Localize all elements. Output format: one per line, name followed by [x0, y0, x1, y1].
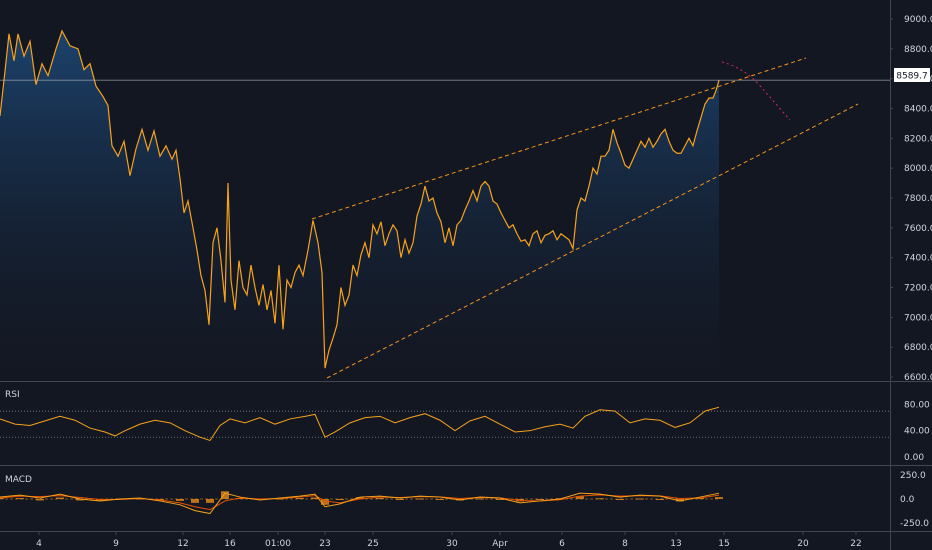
macd-histogram-bar: [536, 499, 544, 500]
macd-axis-label: 0.0: [900, 495, 915, 505]
macd-histogram-bar: [715, 497, 723, 499]
macd-histogram-bar: [56, 497, 64, 499]
time-axis-label: 15: [718, 539, 729, 549]
macd-histogram-bar: [576, 496, 584, 499]
price-axis-label: 6800.0: [904, 343, 932, 353]
price-axis-label: 9000.0: [904, 15, 932, 25]
macd-histogram-bar: [311, 497, 319, 499]
price-axis-label: 8800.0: [904, 45, 932, 55]
price-axis-label: 7400.0: [904, 254, 932, 264]
macd-histogram-bar: [206, 499, 214, 503]
time-axis-label: 20: [797, 539, 809, 549]
macd-axis-label: -250.0: [900, 519, 929, 529]
time-axis-label: 13: [670, 539, 681, 549]
rsi-axis-label: 0.00: [904, 453, 924, 463]
macd-histogram-bar: [76, 499, 84, 501]
macd-histogram-bar: [676, 499, 684, 502]
rsi-panel: [0, 406, 890, 442]
time-axis-label: 9: [113, 539, 119, 549]
time-axis-label: 23: [319, 539, 330, 549]
price-axis-label: 8000.0: [904, 164, 932, 174]
price-axis-label: 8400.0: [904, 104, 932, 114]
macd-histogram-bar: [396, 499, 404, 500]
macd-histogram-bar: [321, 499, 329, 505]
macd-line: [0, 492, 720, 515]
time-axis-label: 4: [36, 539, 42, 549]
macd-histogram-bar: [336, 499, 344, 500]
macd-axis-label: 250.0: [900, 471, 926, 481]
time-axis-label: 8: [622, 539, 628, 549]
macd-histogram-bar: [296, 498, 304, 500]
macd-histogram-bar: [496, 499, 504, 500]
channel-upper-line: [311, 57, 807, 220]
macd-histogram-bar: [596, 498, 604, 500]
rsi-label: RSI: [5, 390, 20, 400]
price-area-layer: [0, 29, 720, 381]
rsi-axis-label: 40.00: [904, 427, 930, 437]
macd-histogram-bar: [476, 498, 484, 500]
macd-histogram-bar: [656, 499, 664, 500]
current-price-tag: 8589.7: [894, 68, 930, 82]
macd-histogram-bar: [436, 499, 444, 500]
time-axis-label: 12: [177, 539, 188, 549]
time-axis-label: 16: [224, 539, 236, 549]
price-axis-label: 8200.0: [904, 134, 932, 144]
rsi-line: [0, 406, 720, 442]
time-axis-label: 6: [559, 539, 565, 549]
macd-histogram-bar: [16, 498, 24, 500]
overlay-layer: [0, 57, 890, 379]
time-axis-label: 25: [367, 539, 378, 549]
channel-lower-line: [326, 103, 859, 379]
macd-histogram-bar: [636, 498, 644, 500]
macd-histogram-bar: [191, 499, 199, 503]
macd-panel: [0, 491, 723, 515]
macd-histogram-bar: [376, 498, 384, 500]
projection-line: [721, 61, 791, 121]
price-area-fill: [0, 30, 719, 381]
current-price-label: 8589.7: [896, 72, 928, 82]
price-axis-label: 7600.0: [904, 224, 932, 234]
time-axis-label: 30: [446, 539, 458, 549]
time-axis-label: Apr: [492, 539, 508, 549]
macd-histogram-bar: [616, 499, 624, 500]
macd-label: MACD: [5, 475, 32, 485]
rsi-axis-label: 80.00: [904, 401, 930, 411]
time-axis-label: 22: [850, 539, 861, 549]
price-axis-label: 6600.0: [904, 373, 932, 383]
macd-histogram-bar: [416, 498, 424, 500]
macd-histogram-bar: [356, 497, 364, 499]
macd-histogram-bar: [0, 498, 4, 500]
macd-histogram-bar: [176, 499, 184, 501]
price-line: [0, 29, 720, 369]
price-axis-label: 7800.0: [904, 194, 932, 204]
macd-histogram-bar: [36, 499, 44, 501]
price-axis-label: 7000.0: [904, 313, 932, 323]
price-axis-label: 7200.0: [904, 284, 932, 294]
macd-histogram-bar: [221, 491, 229, 499]
time-axis-label: 01:00: [265, 539, 291, 549]
